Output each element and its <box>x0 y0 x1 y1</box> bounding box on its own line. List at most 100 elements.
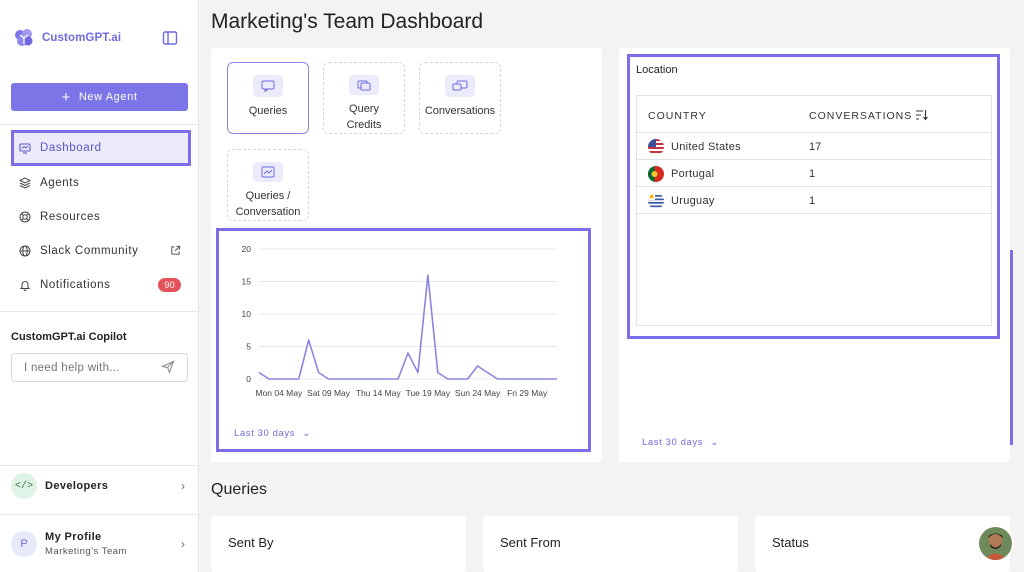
metric-query-credits[interactable]: Query Credits <box>323 62 405 134</box>
sent-by-card: Sent By <box>211 516 466 572</box>
queries-section-title: Queries <box>211 481 268 498</box>
location-panel <box>627 54 1000 339</box>
chevron-down-icon: ⌄ <box>710 437 719 448</box>
y-tick-label: 20 <box>242 244 252 254</box>
developers-label: Developers <box>45 480 109 492</box>
location-card <box>619 48 1010 462</box>
country-name: Uruguay <box>671 195 715 207</box>
sidebar-item-label: Slack Community <box>40 245 139 257</box>
chart-range-dropdown[interactable]: Last 30 days ⌄ <box>234 428 311 439</box>
location-table: COUNTRY CONVERSATIONS United States 17 P… <box>636 95 992 326</box>
sidebar-item-agents[interactable]: Agents <box>11 166 191 200</box>
card-title: Sent By <box>228 535 274 550</box>
sidebar-item-label: Notifications <box>40 279 111 291</box>
page-title: Marketing's Team Dashboard <box>211 10 484 33</box>
table-row[interactable]: Uruguay 1 <box>637 186 991 213</box>
chevron-right-icon: › <box>181 479 185 493</box>
sidebar-item-dashboard[interactable]: Dashboard <box>11 130 191 166</box>
layers-icon <box>19 177 31 189</box>
trend-chart-icon <box>253 162 283 182</box>
globe-icon <box>19 245 31 257</box>
x-tick-label: Thu 14 May <box>356 388 402 398</box>
new-agent-label: New Agent <box>78 91 138 103</box>
conversation-count: 17 <box>809 141 822 153</box>
sidebar-toggle-icon[interactable] <box>162 30 178 46</box>
y-tick-label: 0 <box>246 374 251 384</box>
conversation-count: 1 <box>809 168 816 180</box>
code-icon: </> <box>11 473 37 499</box>
y-tick-label: 10 <box>242 309 252 319</box>
uy-flag-icon <box>648 193 664 209</box>
profile-name: My Profile <box>45 531 102 543</box>
x-tick-label: Sun 24 May <box>455 388 501 398</box>
x-tick-label: Tue 19 May <box>406 388 451 398</box>
brand-name: CustomGPT.ai <box>42 32 122 44</box>
profile-item[interactable]: P My Profile Marketing's Team › <box>11 528 191 560</box>
metrics-card <box>211 48 602 462</box>
x-tick-label: Mon 04 May <box>255 388 303 398</box>
queries-line-chart: 0 5 10 15 20 Mon 04 May Sat 09 May Thu 14 May Tu… <box>242 244 557 398</box>
x-tick-label: Fri 29 May <box>507 388 548 398</box>
us-flag-icon <box>648 139 664 155</box>
metric-label: Query Credits <box>346 103 382 131</box>
column-header-conversations[interactable]: CONVERSATIONS <box>809 110 913 122</box>
status-card: Status <box>755 516 1010 572</box>
send-icon[interactable] <box>161 360 175 374</box>
card-title: Sent From <box>500 535 561 550</box>
developers-item[interactable]: </> Developers › <box>11 472 191 500</box>
sidebar-item-label: Dashboard <box>40 142 102 154</box>
sidebar-item-notifications[interactable]: Notifications 90 <box>11 268 191 302</box>
table-row[interactable]: United States 17 <box>637 132 991 159</box>
chevron-right-icon: › <box>181 537 185 551</box>
metric-queries[interactable]: Queries <box>227 62 309 134</box>
lifebuoy-icon <box>19 211 31 223</box>
credits-icon <box>349 75 379 95</box>
sort-icon[interactable] <box>915 109 928 121</box>
user-avatar[interactable] <box>979 527 1012 560</box>
copilot-input[interactable] <box>11 353 188 382</box>
metric-label: Queries / Conversation <box>235 190 301 218</box>
table-row[interactable]: Portugal 1 <box>637 159 991 186</box>
chat-question-icon <box>253 75 283 97</box>
sidebar-item-resources[interactable]: Resources <box>11 200 191 234</box>
copilot-title: CustomGPT.ai Copilot <box>11 331 127 343</box>
divider <box>0 311 199 312</box>
column-header-country: COUNTRY <box>648 110 707 122</box>
location-range-label: Last 30 days <box>642 437 704 448</box>
new-agent-button[interactable]: + New Agent <box>11 83 188 111</box>
chart-range-label: Last 30 days <box>234 428 296 439</box>
sidebar-item-label: Agents <box>40 177 80 189</box>
conversations-icon <box>445 75 475 97</box>
scrollbar[interactable] <box>1010 250 1013 445</box>
user-photo-icon <box>979 527 1012 560</box>
divider <box>637 213 991 214</box>
conversation-count: 1 <box>809 195 816 207</box>
x-tick-label: Sat 09 May <box>307 388 351 398</box>
location-range-dropdown[interactable]: Last 30 days ⌄ <box>642 437 719 448</box>
divider <box>0 124 199 125</box>
profile-avatar: P <box>11 531 37 557</box>
sidebar-item-slack-community[interactable]: Slack Community <box>11 234 191 268</box>
y-tick-label: 15 <box>242 277 252 287</box>
bell-icon <box>19 281 31 291</box>
card-title: Status <box>772 535 809 550</box>
metric-label: Queries <box>248 105 288 117</box>
metric-conversations[interactable]: Conversations <box>419 62 501 134</box>
plus-icon: + <box>61 88 71 106</box>
brand-logo[interactable]: CustomGPT.ai <box>12 26 121 50</box>
country-name: Portugal <box>671 168 715 180</box>
chevron-down-icon: ⌄ <box>302 428 311 439</box>
country-name: United States <box>671 141 741 153</box>
brain-logo-icon <box>15 29 33 46</box>
sent-from-card: Sent From <box>483 516 738 572</box>
dashboard-icon <box>19 143 31 154</box>
sidebar-item-label: Resources <box>40 211 101 223</box>
sidebar: CustomGPT.ai + New Agent Dashboard Agent… <box>0 0 199 572</box>
metric-label: Conversations <box>424 105 496 117</box>
queries-chart-panel: 0 5 10 15 20 Mon 04 May Sat 09 May Thu 14 May Tu… <box>216 228 591 452</box>
divider <box>0 465 199 466</box>
pt-flag-icon <box>648 166 664 182</box>
metric-queries-per-conversation[interactable]: Queries / Conversation <box>227 149 309 221</box>
location-title: Location <box>636 64 678 76</box>
notification-count-badge: 90 <box>158 278 181 292</box>
